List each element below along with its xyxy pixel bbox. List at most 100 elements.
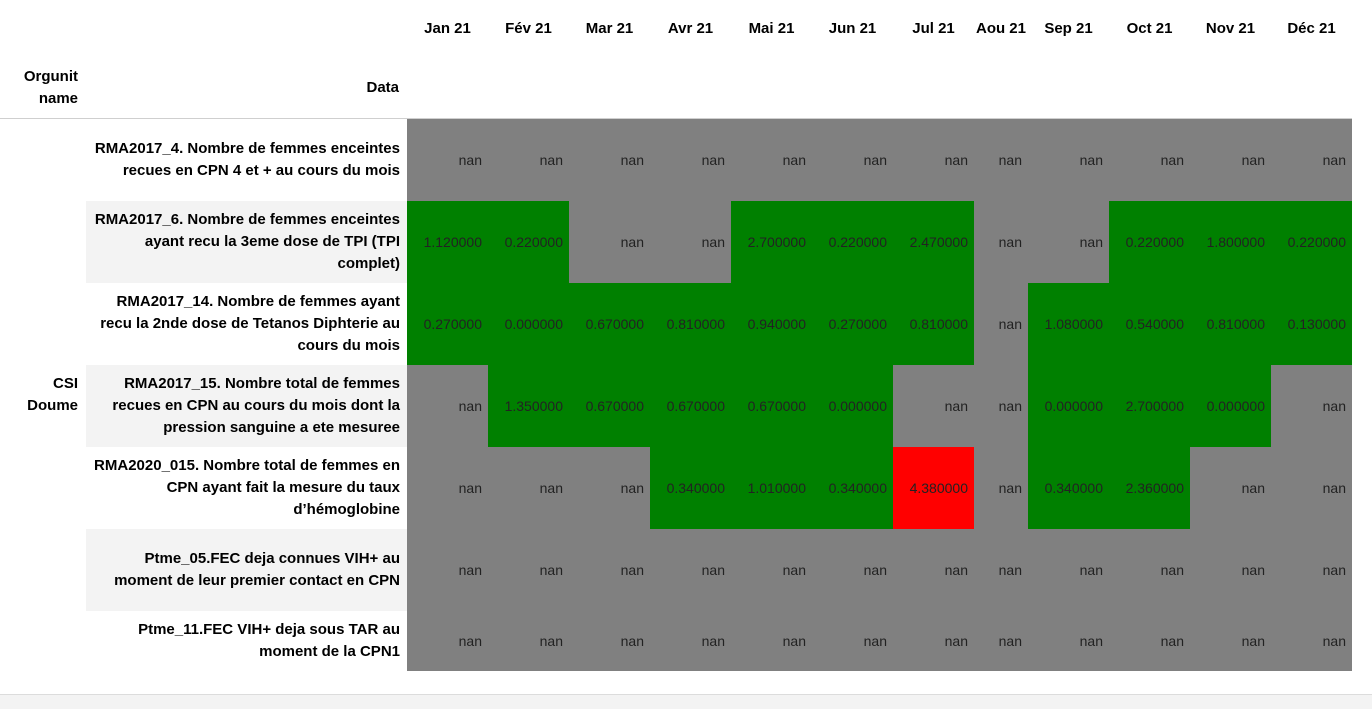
row-label: Ptme_11.FEC VIH+ deja sous TAR au moment… [86,611,407,671]
month-header[interactable]: Jun 21 [828,20,877,37]
value-cell: nan [974,611,1028,671]
month-header[interactable]: Nov 21 [1205,20,1256,37]
value-cell: 0.220000 [812,201,893,283]
value-cell: nan [569,529,650,611]
value-cell: 0.340000 [812,447,893,529]
value-cell: nan [1028,529,1109,611]
value-cell: nan [569,447,650,529]
value-cell: 0.130000 [1271,283,1352,365]
row-label: Ptme_05.FEC deja connues VIH+ au moment … [86,529,407,611]
orgunit-cell: CSI Doume [27,375,78,414]
table-row: RMA2017_6. Nombre de femmes enceintes ay… [0,201,1352,283]
value-cell: 0.340000 [650,447,731,529]
month-header[interactable]: Sep 21 [1044,20,1093,37]
horizontal-scrollbar-track[interactable] [0,694,1372,709]
value-cell: nan [1190,611,1271,671]
value-cell: nan [650,611,731,671]
value-cell: nan [407,529,488,611]
value-cell: 2.700000 [1109,365,1190,447]
value-cell: nan [488,611,569,671]
value-cell: nan [974,201,1028,283]
value-cell: nan [407,611,488,671]
value-cell: nan [1271,611,1352,671]
table-row: RMA2020_015. Nombre total de femmes en C… [0,447,1352,529]
value-cell: nan [650,118,731,201]
value-cell: nan [569,201,650,283]
value-cell: 1.120000 [407,201,488,283]
value-cell: nan [1271,365,1352,447]
value-cell: 0.270000 [407,283,488,365]
value-cell: 0.000000 [488,283,569,365]
value-cell: nan [731,529,812,611]
month-header[interactable]: Avr 21 [667,20,714,37]
month-header[interactable]: Aou 21 [975,20,1026,37]
value-cell: nan [812,529,893,611]
month-header[interactable]: Mai 21 [748,20,795,37]
month-header[interactable]: Jan 21 [424,20,471,37]
value-cell: nan [812,118,893,201]
value-cell: nan [974,283,1028,365]
value-cell: 0.670000 [650,365,731,447]
row-label: RMA2017_15. Nombre total de femmes recue… [86,365,407,447]
value-cell: nan [1271,529,1352,611]
value-cell: nan [1271,118,1352,201]
value-cell: nan [1190,447,1271,529]
value-cell: 0.000000 [1028,365,1109,447]
value-cell: 0.670000 [569,365,650,447]
table-row: Ptme_11.FEC VIH+ deja sous TAR au moment… [0,611,1352,671]
value-cell: nan [974,529,1028,611]
value-cell: nan [488,529,569,611]
row-label: RMA2017_6. Nombre de femmes enceintes ay… [86,201,407,283]
value-cell: 0.540000 [1109,283,1190,365]
month-header[interactable]: Jul 21 [912,20,955,37]
data-column-header[interactable]: Data [86,58,407,119]
value-cell: nan [407,118,488,201]
month-header-row: Jan 21 Fév 21 Mar 21 Avr 21 Mai 21 Jun 2… [0,0,1352,58]
value-cell: 2.700000 [731,201,812,283]
value-cell: nan [974,118,1028,201]
value-cell: nan [650,201,731,283]
data-table: Jan 21 Fév 21 Mar 21 Avr 21 Mai 21 Jun 2… [0,0,1352,671]
row-label: RMA2017_4. Nombre de femmes enceintes re… [86,118,407,201]
value-cell: nan [1028,118,1109,201]
value-cell: 4.380000 [893,447,974,529]
value-cell: 0.810000 [893,283,974,365]
value-cell: 0.940000 [731,283,812,365]
value-cell: nan [569,118,650,201]
value-cell: nan [1271,447,1352,529]
month-header[interactable]: Déc 21 [1287,20,1336,37]
table-row: CSI Doume RMA2017_4. Nombre de femmes enc… [0,118,1352,414]
value-cell: nan [1109,611,1190,671]
value-cell: 1.010000 [731,447,812,529]
value-cell: nan [893,118,974,201]
value-cell: 2.360000 [1109,447,1190,529]
row-label: RMA2020_015. Nombre total de femmes en C… [86,447,407,529]
row-label: RMA2017_14. Nombre de femmes ayant recu … [86,283,407,365]
value-cell: 0.000000 [812,365,893,447]
value-cell: nan [974,447,1028,529]
value-cell: nan [731,611,812,671]
value-cell: 1.080000 [1028,283,1109,365]
month-header[interactable]: Oct 21 [1126,20,1173,37]
value-cell: 0.810000 [650,283,731,365]
value-cell: nan [893,529,974,611]
orgunit-column-header[interactable]: Orgunit name [0,58,86,119]
month-header[interactable]: Fév 21 [505,20,552,37]
value-cell: nan [488,118,569,201]
month-header[interactable]: Mar 21 [585,20,634,37]
value-cell: 0.270000 [812,283,893,365]
value-cell: nan [569,611,650,671]
value-cell: nan [650,529,731,611]
value-cell: nan [1190,118,1271,201]
value-cell: 1.800000 [1190,201,1271,283]
value-cell: nan [893,611,974,671]
value-cell: 0.340000 [1028,447,1109,529]
value-cell: nan [1028,611,1109,671]
value-cell: 0.670000 [569,283,650,365]
table-body: CSI Doume RMA2017_4. Nombre de femmes enc… [0,118,1352,671]
value-cell: nan [407,365,488,447]
index-header-row: Orgunit name Data [0,58,1352,119]
value-cell: 2.470000 [893,201,974,283]
value-cell: nan [731,118,812,201]
value-cell: nan [1109,529,1190,611]
